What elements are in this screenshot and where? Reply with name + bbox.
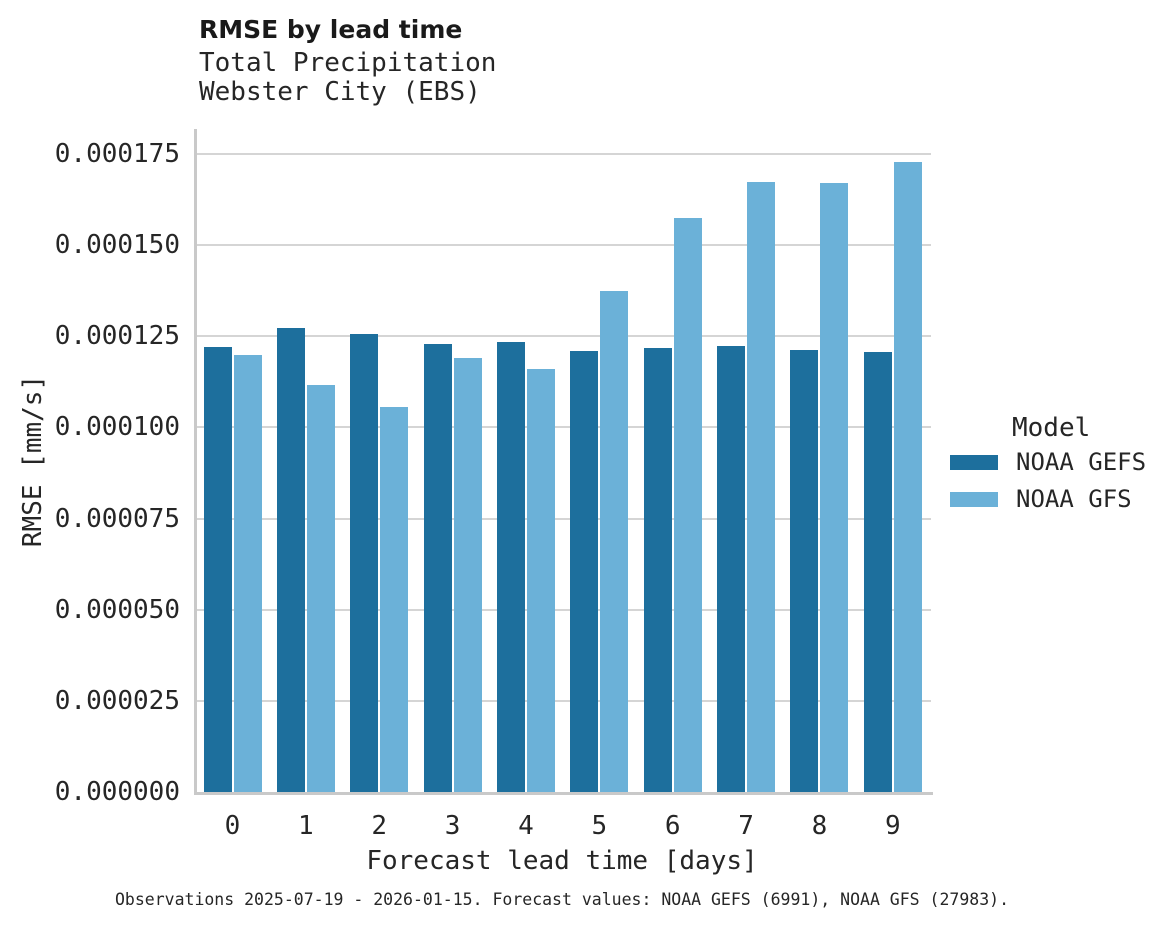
y-tick-label-0.000125: 0.000125 bbox=[54, 321, 180, 352]
y-tick-label-0.000025: 0.000025 bbox=[54, 685, 180, 716]
bar-noaa-gefs-lead-9 bbox=[863, 352, 892, 792]
y-tick-label-0.000000: 0.000000 bbox=[54, 777, 180, 807]
grid-line-y-0.000150 bbox=[197, 244, 931, 247]
bar-noaa-gfs-lead-0 bbox=[233, 354, 262, 792]
grid-line-y-0.000175 bbox=[197, 153, 931, 155]
bar-noaa-gefs-lead-7 bbox=[717, 346, 746, 792]
y-tick-label-0.000175: 0.000175 bbox=[54, 139, 180, 169]
x-axis-spine bbox=[194, 792, 933, 795]
x-tick-label-1: 1 bbox=[298, 811, 314, 841]
grid-line-y-0.000050 bbox=[197, 608, 931, 611]
grid-line-y-0.000125 bbox=[197, 335, 931, 338]
bar-noaa-gfs-lead-4 bbox=[526, 369, 555, 792]
grid-line-y-0.000075 bbox=[197, 517, 931, 520]
legend-entry-label-noaa-gfs: NOAA GFS bbox=[1016, 485, 1132, 513]
x-tick-label-9: 9 bbox=[885, 811, 901, 841]
y-tick-label-0.000075: 0.000075 bbox=[54, 503, 180, 534]
bar-noaa-gefs-lead-6 bbox=[643, 348, 672, 792]
bar-noaa-gfs-lead-7 bbox=[747, 181, 776, 792]
chart-subtitle-line1: Total Precipitation bbox=[199, 48, 497, 78]
x-tick-label-5: 5 bbox=[591, 811, 608, 841]
legend-swatch-noaa-gfs bbox=[950, 492, 998, 507]
bar-noaa-gfs-lead-2 bbox=[380, 407, 409, 792]
y-axis-spine bbox=[194, 129, 197, 795]
x-tick-label-7: 7 bbox=[738, 811, 754, 841]
x-axis-label: Forecast lead time [days] bbox=[366, 846, 758, 876]
bar-noaa-gefs-lead-4 bbox=[496, 341, 525, 792]
bar-noaa-gefs-lead-8 bbox=[790, 349, 819, 792]
x-tick-label-2: 2 bbox=[371, 811, 388, 841]
x-tick-label-6: 6 bbox=[664, 811, 681, 841]
bar-noaa-gefs-lead-1 bbox=[276, 328, 305, 792]
bar-noaa-gfs-lead-6 bbox=[673, 218, 702, 792]
caption: Observations 2025-07-19 - 2026-01-15. Fo… bbox=[114, 890, 1010, 909]
bar-noaa-gfs-lead-9 bbox=[893, 161, 922, 792]
chart-title: RMSE by lead time bbox=[199, 15, 463, 44]
x-tick-label-4: 4 bbox=[518, 811, 534, 841]
legend-title: Model bbox=[1012, 413, 1091, 443]
y-tick-label-0.000050: 0.000050 bbox=[54, 594, 180, 625]
bar-noaa-gfs-lead-8 bbox=[820, 182, 849, 792]
bar-noaa-gefs-lead-0 bbox=[203, 346, 232, 792]
x-tick-label-8: 8 bbox=[811, 811, 828, 841]
legend: Model NOAA GEFS NOAA GFS bbox=[950, 413, 1165, 523]
legend-swatch-noaa-gefs bbox=[950, 455, 998, 470]
legend-entry-label-noaa-gefs: NOAA GEFS bbox=[1016, 448, 1147, 476]
y-tick-label-0.000150: 0.000150 bbox=[54, 230, 180, 261]
grid-line-y-0.000100 bbox=[197, 426, 931, 429]
bar-noaa-gfs-lead-3 bbox=[453, 358, 482, 792]
x-tick-label-3: 3 bbox=[444, 811, 461, 841]
bar-noaa-gefs-lead-3 bbox=[423, 343, 452, 792]
bar-noaa-gefs-lead-5 bbox=[570, 350, 599, 792]
chart-subtitle-line2: Webster City (EBS) bbox=[199, 77, 481, 107]
y-tick-label-0.000100: 0.000100 bbox=[54, 412, 180, 443]
x-tick-label-0: 0 bbox=[224, 811, 241, 841]
bar-noaa-gfs-lead-5 bbox=[600, 291, 629, 792]
bar-noaa-gfs-lead-1 bbox=[306, 384, 335, 792]
grid-line-y-0.000025 bbox=[197, 699, 931, 702]
bar-noaa-gefs-lead-2 bbox=[350, 334, 379, 792]
